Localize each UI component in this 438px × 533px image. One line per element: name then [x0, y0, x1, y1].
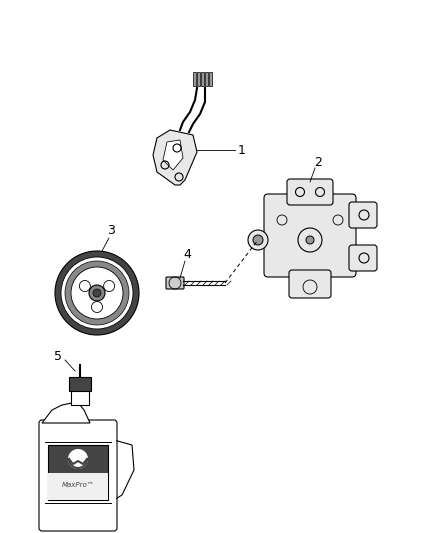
FancyBboxPatch shape: [349, 202, 377, 228]
Circle shape: [253, 235, 263, 245]
FancyBboxPatch shape: [287, 179, 333, 205]
Circle shape: [55, 251, 139, 335]
Bar: [48, 445, 108, 500]
Polygon shape: [163, 140, 183, 170]
Bar: [205, 72, 208, 86]
Text: MaxPro™: MaxPro™: [62, 482, 94, 488]
Circle shape: [89, 285, 105, 301]
Circle shape: [306, 236, 314, 244]
Text: 3: 3: [107, 224, 115, 238]
FancyBboxPatch shape: [39, 420, 117, 531]
FancyBboxPatch shape: [349, 245, 377, 271]
Text: 2: 2: [314, 156, 322, 168]
Circle shape: [65, 261, 129, 325]
FancyBboxPatch shape: [264, 194, 356, 277]
Bar: [48, 473, 108, 500]
Circle shape: [248, 230, 268, 250]
Text: 5: 5: [54, 351, 62, 364]
Text: 4: 4: [183, 248, 191, 262]
FancyBboxPatch shape: [166, 277, 184, 289]
Bar: [193, 72, 196, 86]
Circle shape: [79, 280, 90, 292]
Bar: [71, 390, 89, 405]
Circle shape: [104, 280, 115, 292]
Circle shape: [68, 449, 88, 469]
Polygon shape: [42, 403, 90, 423]
Circle shape: [92, 302, 102, 312]
Bar: [201, 72, 204, 86]
Circle shape: [93, 289, 101, 297]
Circle shape: [61, 257, 133, 329]
Bar: [69, 377, 91, 391]
Circle shape: [71, 267, 123, 319]
FancyBboxPatch shape: [289, 270, 331, 298]
Bar: [197, 72, 200, 86]
Bar: [209, 72, 212, 86]
Text: 1: 1: [238, 143, 246, 157]
Polygon shape: [153, 130, 197, 185]
